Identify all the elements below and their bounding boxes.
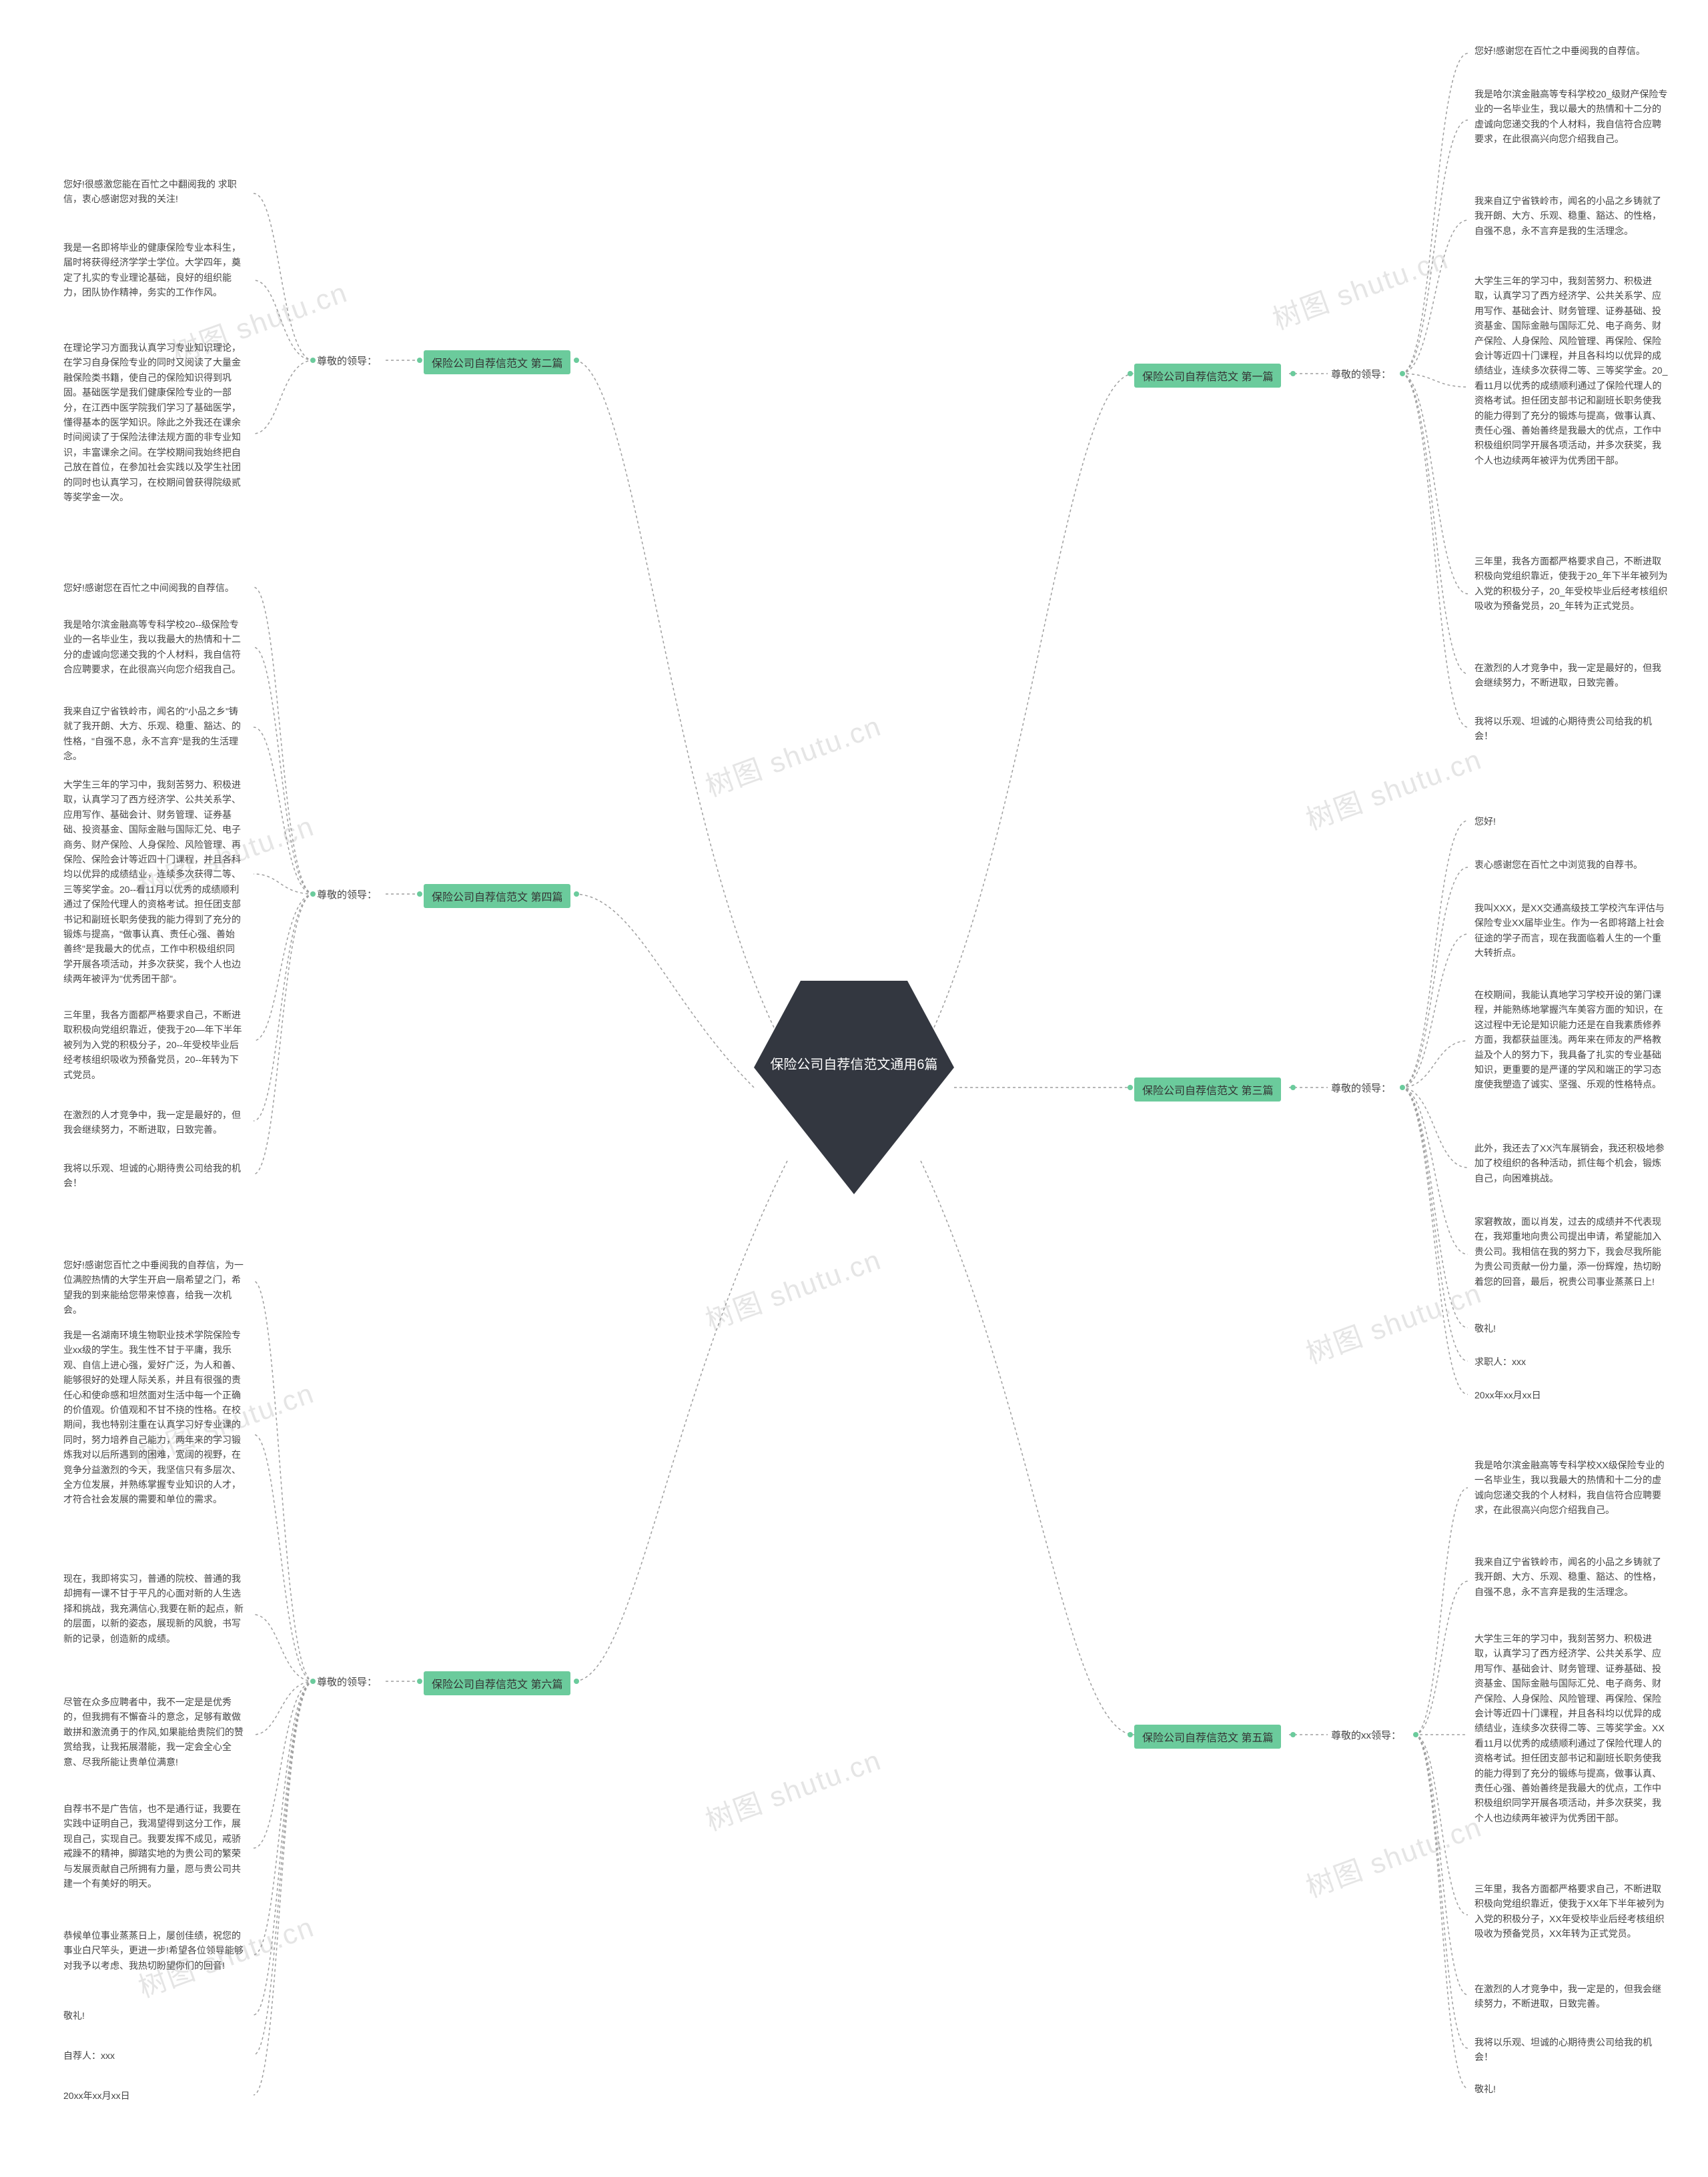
dot	[1413, 1732, 1418, 1737]
leaf: 三年里，我各方面都严格要求自己，不断进取积极向党组织靠近，使我于20_年下半年被…	[1474, 554, 1668, 614]
leaf: 大学生三年的学习中，我刻苦努力、积极进取，认真学习了西方经济学、公共关系学、应用…	[1474, 274, 1668, 468]
leaf: 我来自辽宁省铁岭市，闻名的小品之乡铸就了我开朗、大方、乐观、稳重、豁达、的性格，…	[1474, 193, 1668, 238]
branch-2-sub: 尊敬的领导：	[317, 354, 377, 368]
leaf: 您好!感谢您在百忙之中垂阅我的自荐信。	[1474, 43, 1668, 58]
leaf: 在激烈的人才竞争中，我一定是最好的，但我会继续努力，不断进取，日致完善。	[1474, 661, 1668, 691]
dot	[1128, 1732, 1133, 1737]
leaf: 恭候单位事业蒸蒸日上，屡创佳绩，祝您的事业白尺竿头，更进一步!希望各位领导能够对…	[63, 1928, 244, 1973]
leaf: 我来自辽宁省铁岭市，闻名的"小品之乡"铸就了我开朗、大方、乐观、稳重、豁达、的性…	[63, 704, 244, 764]
leaf: 20xx年xx月xx日	[63, 2088, 244, 2103]
branch-6-label[interactable]: 保险公司自荐信范文 第六篇	[424, 1671, 570, 1695]
dot	[310, 358, 316, 363]
branch-5-sub: 尊敬的xx领导：	[1331, 1728, 1401, 1742]
leaf: 在激烈的人才竞争中，我一定是的，但我会继续努力，不断进取，日致完善。	[1474, 1982, 1668, 2012]
branch-4-label[interactable]: 保险公司自荐信范文 第四篇	[424, 884, 570, 908]
dot	[417, 1679, 422, 1684]
branch-3-label[interactable]: 保险公司自荐信范文 第三篇	[1134, 1077, 1281, 1102]
branch-1-sub: 尊敬的领导：	[1331, 367, 1391, 381]
leaf: 此外，我还去了XX汽车展销会，我还积极地参加了校组织的各种活动，抓住每个机会，锻…	[1474, 1141, 1668, 1186]
leaf: 大学生三年的学习中，我刻苦努力、积极进取，认真学习了西方经济学、公共关系学、应用…	[63, 777, 244, 986]
leaf: 衷心感谢您在百忙之中浏览我的自荐书。	[1474, 857, 1668, 872]
branch-1-label[interactable]: 保险公司自荐信范文 第一篇	[1134, 364, 1281, 388]
leaf: 大学生三年的学习中，我刻苦努力、积极进取，认真学习了西方经济学、公共关系学、应用…	[1474, 1631, 1668, 1825]
watermark: 树图 shutu.cn	[699, 704, 887, 805]
leaf: 我将以乐观、坦诚的心期待贵公司给我的机会！	[1474, 714, 1668, 744]
leaf: 我是哈尔滨金融高等专科学校20_级财产保险专业的一名毕业生，我以最大的热情和十二…	[1474, 87, 1668, 147]
watermark: 树图 shutu.cn	[1266, 237, 1454, 338]
branch-2-label[interactable]: 保险公司自荐信范文 第二篇	[424, 350, 570, 374]
dot	[1128, 371, 1133, 376]
dot	[1400, 1085, 1405, 1090]
leaf: 我是一名湖南环境生物职业技术学院保险专业xx级的学生。我生性不甘于平庸，我乐观、…	[63, 1328, 244, 1507]
leaf: 您好!很感激您能在百忙之中翻阅我的 求职信，衷心感谢您对我的关注!	[63, 177, 244, 207]
leaf: 我是哈尔滨金融高等专科学校20--级保险专业的一名毕业生，我以我最大的热情和十二…	[63, 617, 244, 677]
leaf: 敬礼!	[63, 2008, 244, 2023]
leaf: 20xx年xx月xx日	[1474, 1388, 1668, 1402]
dot	[574, 358, 579, 363]
dot	[310, 891, 316, 897]
dot	[1128, 1085, 1133, 1090]
leaf: 我叫XXX，是XX交通高级技工学校汽车评估与保险专业XX届毕业生。作为一名即将踏…	[1474, 901, 1668, 961]
dot	[417, 358, 422, 363]
leaf: 在理论学习方面我认真学习专业知识理论，在学习自身保险专业的同时又阅读了大量金融保…	[63, 340, 244, 504]
leaf: 现在，我即将实习，普通的院校、普通的我却拥有一课不甘于平凡的心面对新的人生选择和…	[63, 1571, 244, 1646]
leaf: 我将以乐观、坦诚的心期待贵公司给我的机会！	[63, 1161, 244, 1191]
watermark: 树图 shutu.cn	[1300, 737, 1487, 839]
leaf: 您好!	[1474, 814, 1668, 829]
watermark: 树图 shutu.cn	[1300, 1271, 1487, 1372]
dot	[1290, 1085, 1296, 1090]
leaf: 我将以乐观、坦诚的心期待贵公司给我的机会！	[1474, 2035, 1668, 2065]
leaf: 尽管在众多应聘者中，我不一定是是优秀的，但我拥有不懈奋斗的意念，足够有敢做敢拼和…	[63, 1695, 244, 1769]
leaf: 敬礼!	[1474, 2082, 1668, 2096]
leaf: 我是哈尔滨金融高等专科学校XX级保险专业的一名毕业生，我以我最大的热情和十二分的…	[1474, 1458, 1668, 1518]
leaf: 您好!感谢您百忙之中垂阅我的自荐信，为一位满腔热情的大学生开启一扇希望之门，希望…	[63, 1258, 244, 1318]
leaf: 家窘教故，面以肖发，过去的成绩并不代表现在，我郑重地向贵公司提出申请，希望能加入…	[1474, 1214, 1668, 1289]
leaf: 在校期间，我能认真地学习学校开设的第门课程，并能熟练地掌握汽车美容方面的'知识，…	[1474, 987, 1668, 1092]
dot	[574, 891, 579, 897]
leaf: 三年里，我各方面都严格要求自己，不断进取积极向党组织靠近，使我于20—年下半年被…	[63, 1007, 244, 1082]
watermark: 树图 shutu.cn	[1300, 1805, 1487, 1906]
dot	[1290, 371, 1296, 376]
dot	[574, 1679, 579, 1684]
branch-5-label[interactable]: 保险公司自荐信范文 第五篇	[1134, 1725, 1281, 1749]
branch-6-sub: 尊敬的领导：	[317, 1675, 377, 1689]
center-title: 保险公司自荐信范文通用6篇	[754, 1054, 954, 1075]
leaf: 您好!感谢您在百忙之中间阅我的自荐信。	[63, 580, 244, 595]
branch-4-sub: 尊敬的领导：	[317, 887, 377, 901]
leaf: 求职人：xxx	[1474, 1354, 1668, 1369]
watermark: 树图 shutu.cn	[699, 1238, 887, 1339]
dot	[310, 1679, 316, 1684]
branch-3-sub: 尊敬的领导：	[1331, 1081, 1391, 1095]
leaf: 三年里，我各方面都严格要求自己，不断进取积极向党组织靠近，使我于XX年下半年被列…	[1474, 1881, 1668, 1941]
watermark: 树图 shutu.cn	[699, 1738, 887, 1839]
leaf: 自荐人：xxx	[63, 2048, 244, 2063]
leaf: 敬礼!	[1474, 1321, 1668, 1336]
dot	[1400, 371, 1405, 376]
leaf: 我是一名即将毕业的健康保险专业本科生，届时将获得经济学学士学位。大学四年，奠定了…	[63, 240, 244, 300]
center-node[interactable]	[754, 981, 954, 1194]
dot	[1290, 1732, 1296, 1737]
dot	[417, 891, 422, 897]
leaf: 在激烈的人才竞争中，我一定是最好的，但我会继续努力，不断进取，日致完善。	[63, 1108, 244, 1138]
leaf: 我来自辽宁省铁岭市，闻名的小品之乡铸就了我开朗、大方、乐观、稳重、豁达、的性格，…	[1474, 1555, 1668, 1599]
leaf: 自荐书不是广告信，也不是通行证，我要在实践中证明自己，我渴望得到这分工作，展现自…	[63, 1801, 244, 1891]
